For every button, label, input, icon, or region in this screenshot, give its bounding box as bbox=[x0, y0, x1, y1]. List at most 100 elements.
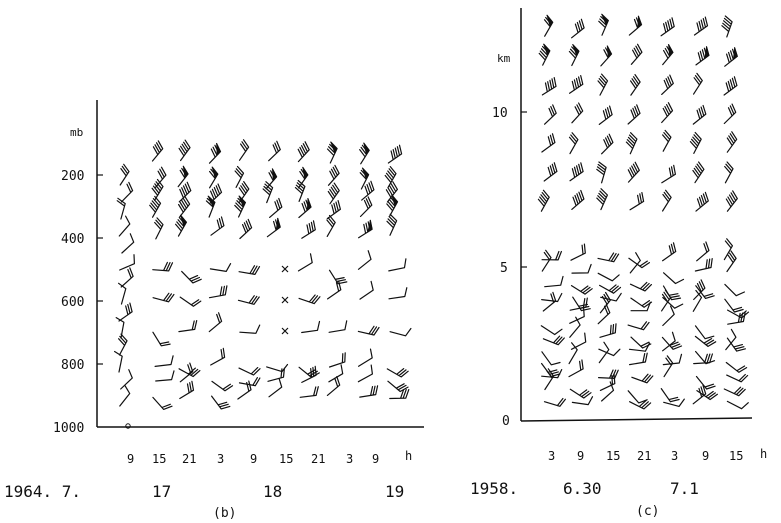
wind-barb bbox=[627, 161, 640, 183]
wind-barb-flag bbox=[391, 194, 398, 208]
wind-barb-flag bbox=[732, 47, 738, 61]
wind-barb bbox=[209, 263, 232, 272]
wind-barb bbox=[723, 386, 746, 397]
panel-c-x-unit: h bbox=[760, 447, 767, 461]
wind-barb bbox=[178, 181, 192, 203]
panel-c: km 10 5 0 3 9 15 21 3 9 15 h 1958. 6.30 … bbox=[470, 8, 767, 519]
wind-barb bbox=[726, 373, 749, 383]
panel-b-x-tick: 21 bbox=[311, 452, 325, 466]
wind-barb bbox=[262, 181, 274, 204]
wind-barb bbox=[662, 285, 682, 301]
panel-b-y-tick-1000: 1000 bbox=[53, 421, 84, 436]
panel-c-y-tick-0: 0 bbox=[502, 414, 510, 429]
wind-barb bbox=[151, 140, 164, 162]
wind-barb bbox=[629, 252, 641, 274]
wind-barb bbox=[119, 254, 135, 271]
wind-barb bbox=[239, 218, 253, 240]
wind-barb bbox=[571, 189, 585, 210]
wind-barb bbox=[663, 272, 685, 285]
wind-barb bbox=[179, 362, 194, 383]
wind-barb bbox=[179, 380, 195, 400]
panel-b-day: 17 bbox=[152, 482, 171, 501]
wind-barb bbox=[119, 385, 131, 407]
wind-barb bbox=[597, 272, 620, 282]
wind-barb-flag bbox=[272, 168, 278, 182]
wind-barb bbox=[569, 297, 588, 311]
wind-barb bbox=[388, 287, 408, 300]
panel-c-x-axis bbox=[520, 417, 753, 422]
wind-barb-flag bbox=[180, 215, 187, 228]
wind-barb bbox=[726, 250, 737, 273]
wind-barb bbox=[661, 102, 674, 124]
wind-barb bbox=[301, 220, 316, 239]
wind-barb bbox=[118, 282, 127, 305]
wind-barb bbox=[268, 140, 281, 162]
wind-barb bbox=[359, 280, 374, 300]
wind-barb bbox=[693, 72, 703, 95]
wind-barb bbox=[601, 381, 615, 402]
wind-barb bbox=[181, 270, 202, 284]
wind-barb bbox=[329, 352, 346, 368]
wind-barb bbox=[537, 189, 550, 212]
wind-barb bbox=[660, 388, 680, 403]
panel-c-day: 7.1 bbox=[670, 479, 699, 498]
panel-b-y-tick-600: 600 bbox=[61, 295, 84, 310]
panel-c-x-tick: 9 bbox=[577, 449, 584, 463]
panel-b-y-unit: mb bbox=[70, 126, 83, 139]
wind-barb bbox=[118, 215, 131, 237]
wind-barb bbox=[694, 258, 713, 272]
wind-barb bbox=[239, 324, 261, 334]
wind-barb bbox=[596, 188, 608, 211]
wind-barb bbox=[569, 162, 584, 182]
wind-barb bbox=[597, 73, 609, 96]
wind-barb bbox=[661, 289, 672, 312]
wind-barb bbox=[119, 163, 130, 186]
wind-barb bbox=[696, 241, 710, 262]
wind-barb bbox=[568, 342, 578, 365]
wind-barb bbox=[328, 269, 348, 285]
wind-barb bbox=[723, 76, 738, 96]
panel-b-y-tick-200: 200 bbox=[61, 169, 84, 184]
wind-barb bbox=[693, 353, 713, 365]
wind-barb bbox=[301, 320, 321, 334]
wind-barb bbox=[238, 265, 261, 275]
wind-barb bbox=[154, 355, 174, 367]
wind-barb bbox=[662, 129, 672, 152]
wind-barb bbox=[179, 296, 202, 307]
wind-barb bbox=[294, 179, 306, 202]
wind-barb bbox=[541, 133, 556, 153]
panel-c-day: 6.30 bbox=[563, 479, 602, 498]
wind-barb bbox=[540, 325, 563, 336]
wind-barb bbox=[629, 281, 652, 292]
wind-barb bbox=[357, 364, 373, 383]
wind-barb bbox=[327, 182, 340, 205]
panel-b-x-tick: 15 bbox=[279, 452, 293, 466]
wind-barb bbox=[598, 341, 610, 364]
wind-barb bbox=[571, 102, 584, 124]
wind-barb bbox=[326, 376, 341, 396]
panel-b-x-tick: 9 bbox=[127, 452, 134, 466]
wind-barb bbox=[598, 369, 619, 379]
wind-barb bbox=[238, 139, 250, 161]
wind-barb bbox=[210, 216, 225, 236]
wind-barb bbox=[663, 355, 674, 378]
wind-barb bbox=[541, 351, 561, 366]
wind-barb bbox=[301, 365, 317, 383]
wind-barb bbox=[267, 367, 285, 382]
wind-barb bbox=[661, 336, 683, 350]
wind-barb bbox=[628, 257, 650, 269]
wind-barb bbox=[357, 325, 380, 336]
panel-b-caption: (b) bbox=[213, 506, 236, 521]
wind-barb-flag bbox=[182, 166, 189, 180]
wind-barb bbox=[725, 328, 737, 351]
wind-barb bbox=[237, 380, 252, 400]
wind-barb bbox=[357, 250, 372, 270]
panel-c-x-tick: 15 bbox=[729, 449, 743, 463]
wind-barb-flag bbox=[207, 195, 216, 208]
wind-barb bbox=[724, 283, 745, 297]
wind-barb bbox=[598, 105, 613, 125]
wind-barb bbox=[662, 353, 683, 366]
wind-barb bbox=[630, 301, 651, 312]
